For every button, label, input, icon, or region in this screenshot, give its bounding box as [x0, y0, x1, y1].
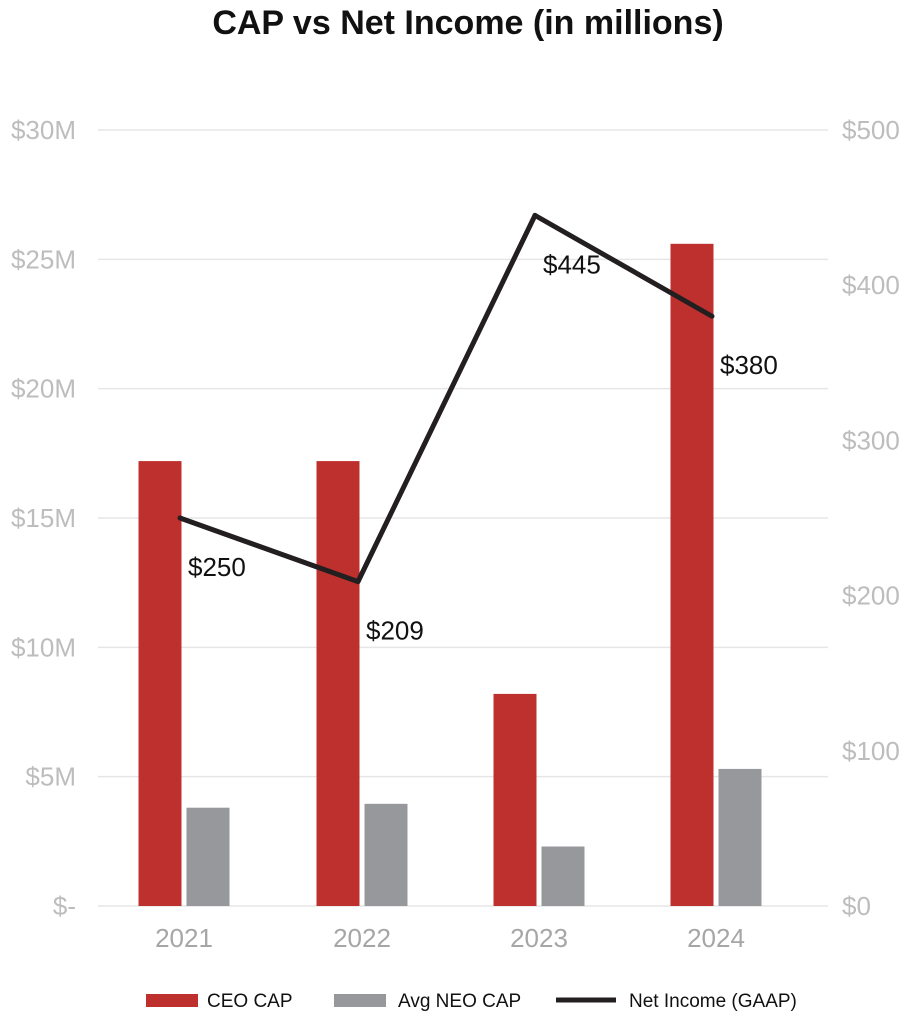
- x-tick-label: 2022: [333, 923, 391, 953]
- net-income-data-label: $209: [366, 616, 424, 646]
- legend: CEO CAP Avg NEO CAP Net Income (GAAP): [146, 991, 797, 1012]
- left-axis: $- $5M $10M $15M $20M $25M $30M: [11, 115, 76, 921]
- avg-neo-cap-bar: [541, 846, 585, 906]
- net-income-line-group: $250 $209 $445 $380: [177, 212, 778, 646]
- legend-label: CEO CAP: [207, 991, 293, 1012]
- net-income-data-label: $380: [720, 350, 778, 380]
- bars: [138, 243, 762, 906]
- x-tick-label: 2021: [155, 923, 213, 953]
- x-axis: 2021 2022 2023 2024: [155, 923, 745, 953]
- legend-label: Net Income (GAAP): [629, 991, 797, 1012]
- avg-neo-cap-bar: [186, 807, 230, 906]
- net-income-data-label: $445: [543, 249, 601, 279]
- left-tick-label: $-: [53, 891, 76, 921]
- left-tick-label: $5M: [25, 762, 76, 792]
- legend-swatch: [146, 994, 198, 1007]
- left-tick-label: $20M: [11, 374, 76, 404]
- net-income-point: [709, 313, 715, 319]
- right-tick-label: $300: [842, 425, 900, 455]
- x-tick-label: 2024: [687, 923, 745, 953]
- gridlines: [98, 129, 828, 907]
- x-tick-label: 2023: [510, 923, 568, 953]
- ceo-cap-bar: [316, 461, 360, 906]
- net-income-data-label: $250: [188, 552, 246, 582]
- right-axis: $0 $100 $200 $300 $400 $500: [842, 115, 900, 921]
- right-tick-label: $500: [842, 115, 900, 145]
- net-income-point: [177, 515, 183, 521]
- chart-title: CAP vs Net Income (in millions): [212, 4, 723, 42]
- right-tick-label: $400: [842, 270, 900, 300]
- right-tick-label: $0: [842, 891, 871, 921]
- right-tick-label: $200: [842, 581, 900, 611]
- left-tick-label: $15M: [11, 503, 76, 533]
- net-income-line: [179, 212, 714, 585]
- avg-neo-cap-bar: [364, 803, 408, 906]
- ceo-cap-bar: [670, 243, 714, 906]
- legend-swatch: [334, 994, 386, 1007]
- left-tick-label: $30M: [11, 115, 76, 145]
- net-income-point: [532, 212, 538, 218]
- ceo-cap-bar: [138, 461, 182, 906]
- ceo-cap-bar: [493, 693, 537, 906]
- avg-neo-cap-bar: [718, 768, 762, 906]
- legend-label: Avg NEO CAP: [398, 991, 521, 1012]
- net-income-point: [355, 579, 361, 585]
- left-tick-label: $25M: [11, 244, 76, 274]
- left-tick-label: $10M: [11, 632, 76, 662]
- right-tick-label: $100: [842, 736, 900, 766]
